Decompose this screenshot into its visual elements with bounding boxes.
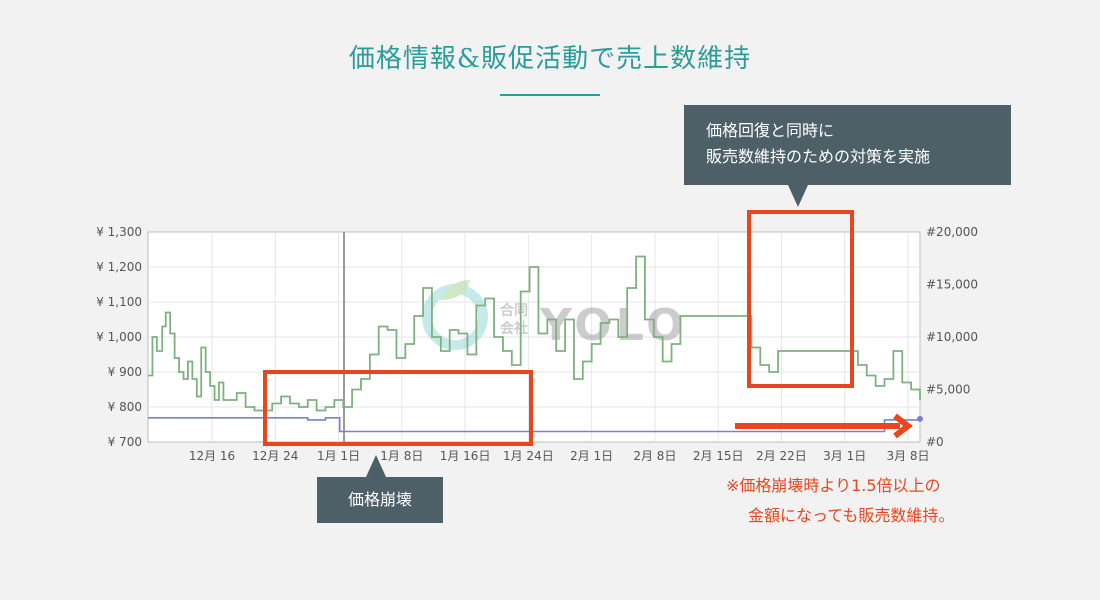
callout-line-1: 価格回復と同時に <box>706 121 835 140</box>
y-left-tick-label: ¥ 800 <box>108 400 142 414</box>
title-underline <box>500 94 600 96</box>
callout-price-recovery: 価格回復と同時に 販売数維持のための対策を実施 <box>684 105 1011 185</box>
y-left-tick-label: ¥ 1,100 <box>96 295 142 309</box>
logo-text: YOLO <box>539 300 688 351</box>
series-price-line <box>148 255 921 412</box>
y-right-tick-label: #5,000 <box>926 383 970 397</box>
x-tick-label: 2月 1日 <box>570 449 613 463</box>
footnote: ※価格崩壊時より1.5倍以上の 金額になっても販売数維持。 <box>726 471 954 531</box>
x-tick-label: 3月 1日 <box>823 449 866 463</box>
y-left-tick-label: ¥ 1,200 <box>96 260 142 274</box>
y-right-tick-label: #15,000 <box>926 278 978 292</box>
y-right-tick-label: #10,000 <box>926 330 978 344</box>
x-tick-label: 2月 22日 <box>756 449 807 463</box>
logo-small-1: 合同 <box>500 302 528 319</box>
callout-price-crash: 価格崩壊 <box>317 477 443 523</box>
series-layer <box>148 255 923 433</box>
y-left-tick-label: ¥ 900 <box>108 365 142 379</box>
series-rank-end-point <box>917 415 923 422</box>
page-title: 価格情報&販促活動で売上数維持 <box>348 44 752 74</box>
y-left-tick-label: ¥ 1,000 <box>96 330 142 344</box>
trend-arrow-head <box>893 413 913 439</box>
highlight-rank-up <box>747 210 854 388</box>
axes: ¥ 700 ¥ 800 ¥ 900 ¥ 1,000 ¥ 1,100 ¥ 1,200 ¥ 1,… <box>96 225 978 463</box>
x-tick-label: 12月 16 <box>189 449 235 463</box>
callout-line-2: 販売数維持のための対策を実施 <box>706 147 931 166</box>
y-right-tick-label: #20,000 <box>926 225 978 239</box>
series-rank-line <box>148 417 921 433</box>
highlight-price-crash <box>263 370 533 446</box>
x-tick-label: 1月 24日 <box>503 449 554 463</box>
y-left-tick-label: ¥ 1,300 <box>96 225 142 239</box>
logo-leaf <box>440 280 470 300</box>
logo-small-2: 会社 <box>500 320 528 337</box>
x-tick-label: 1月 8日 <box>380 449 423 463</box>
y-right-tick-label: #0 <box>926 435 944 449</box>
x-tick-label: 1月 1日 <box>317 449 360 463</box>
callout-pointer <box>788 185 808 207</box>
x-tick-label: 2月 8日 <box>633 449 676 463</box>
x-tick-label: 2月 15日 <box>693 449 744 463</box>
footnote-line-2: 金額になっても販売数維持。 <box>748 506 955 525</box>
callout-pointer-bottom <box>366 455 386 477</box>
footnote-line-1: ※価格崩壊時より1.5倍以上の <box>726 476 941 495</box>
watermark-logo: 合同 会社 YOLO <box>422 280 688 351</box>
x-tick-label: 3月 8日 <box>886 449 929 463</box>
x-tick-label: 12月 24 <box>252 449 298 463</box>
x-tick-label: 1月 16日 <box>440 449 491 463</box>
y-left-tick-label: ¥ 700 <box>108 435 142 449</box>
